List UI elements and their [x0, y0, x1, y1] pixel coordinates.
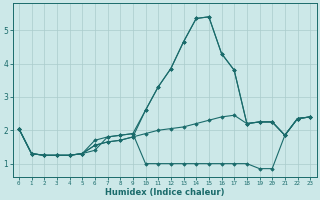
X-axis label: Humidex (Indice chaleur): Humidex (Indice chaleur) [105, 188, 224, 197]
